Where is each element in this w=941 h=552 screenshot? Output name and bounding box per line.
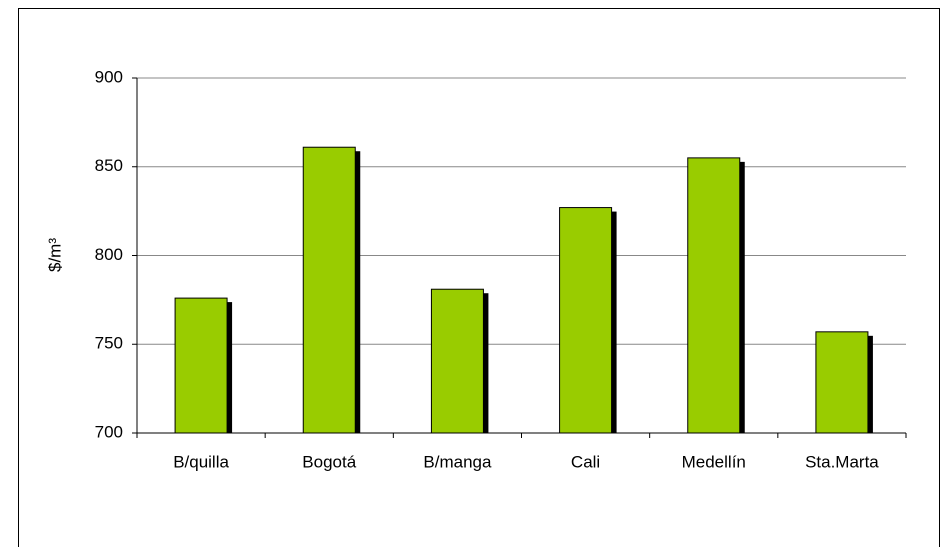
bar <box>174 297 228 434</box>
x-tick-label: B/manga <box>423 452 492 471</box>
y-tick-label: 800 <box>95 245 123 264</box>
bar <box>687 157 741 434</box>
x-tick-label: Sta.Marta <box>805 452 879 471</box>
y-tick-label: 900 <box>95 67 123 86</box>
bar <box>815 331 869 434</box>
bar <box>559 207 613 434</box>
x-tick-label: B/quilla <box>173 452 229 471</box>
x-tick-label: Medellín <box>682 452 746 471</box>
x-tick-label: Bogotá <box>302 452 356 471</box>
bar <box>430 288 484 434</box>
y-axis-label: $/m³ <box>45 238 64 272</box>
y-tick-label: 750 <box>95 334 123 353</box>
y-tick-label: 700 <box>95 422 123 441</box>
x-tick-label: Cali <box>571 452 600 471</box>
chart-frame <box>18 8 940 552</box>
bar <box>302 146 356 434</box>
y-tick-label: 850 <box>95 156 123 175</box>
